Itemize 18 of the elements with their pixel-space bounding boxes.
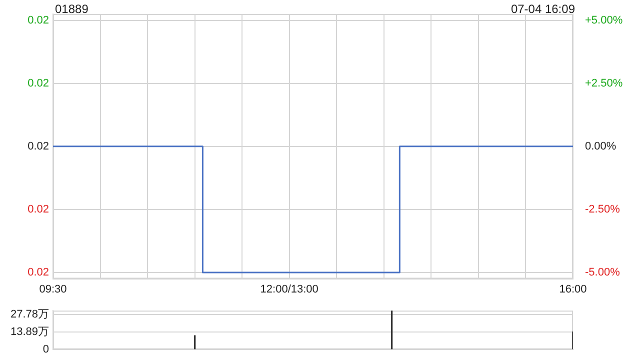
y-tick-label: 13.89万 <box>10 326 49 338</box>
y-tick-label: 0.02 <box>28 14 49 26</box>
y2-tick-label: +5.00% <box>585 14 623 26</box>
y2-tick-label: -2.50% <box>585 203 620 216</box>
y-tick-label: 27.78万 <box>10 308 49 321</box>
y2-tick-label: +2.50% <box>585 77 623 90</box>
y-tick-label: 0.02 <box>28 140 49 152</box>
y2-tick-label: -5.00% <box>585 266 620 279</box>
y-tick-label: 0.02 <box>28 203 49 216</box>
y-tick-label: 0.02 <box>28 77 49 90</box>
annotation: 07-04 16:09 <box>510 2 575 16</box>
y-tick-label: 0 <box>42 343 49 356</box>
y-tick-label: 0.02 <box>28 266 49 279</box>
x-tick-label: 12:00/13:00 <box>260 283 318 296</box>
x-tick-label: 09:30 <box>39 283 67 296</box>
x-tick-label: 16:00 <box>559 283 587 296</box>
y2-tick-label: 0.00% <box>585 140 616 152</box>
chart-title: 01889 <box>55 2 88 16</box>
